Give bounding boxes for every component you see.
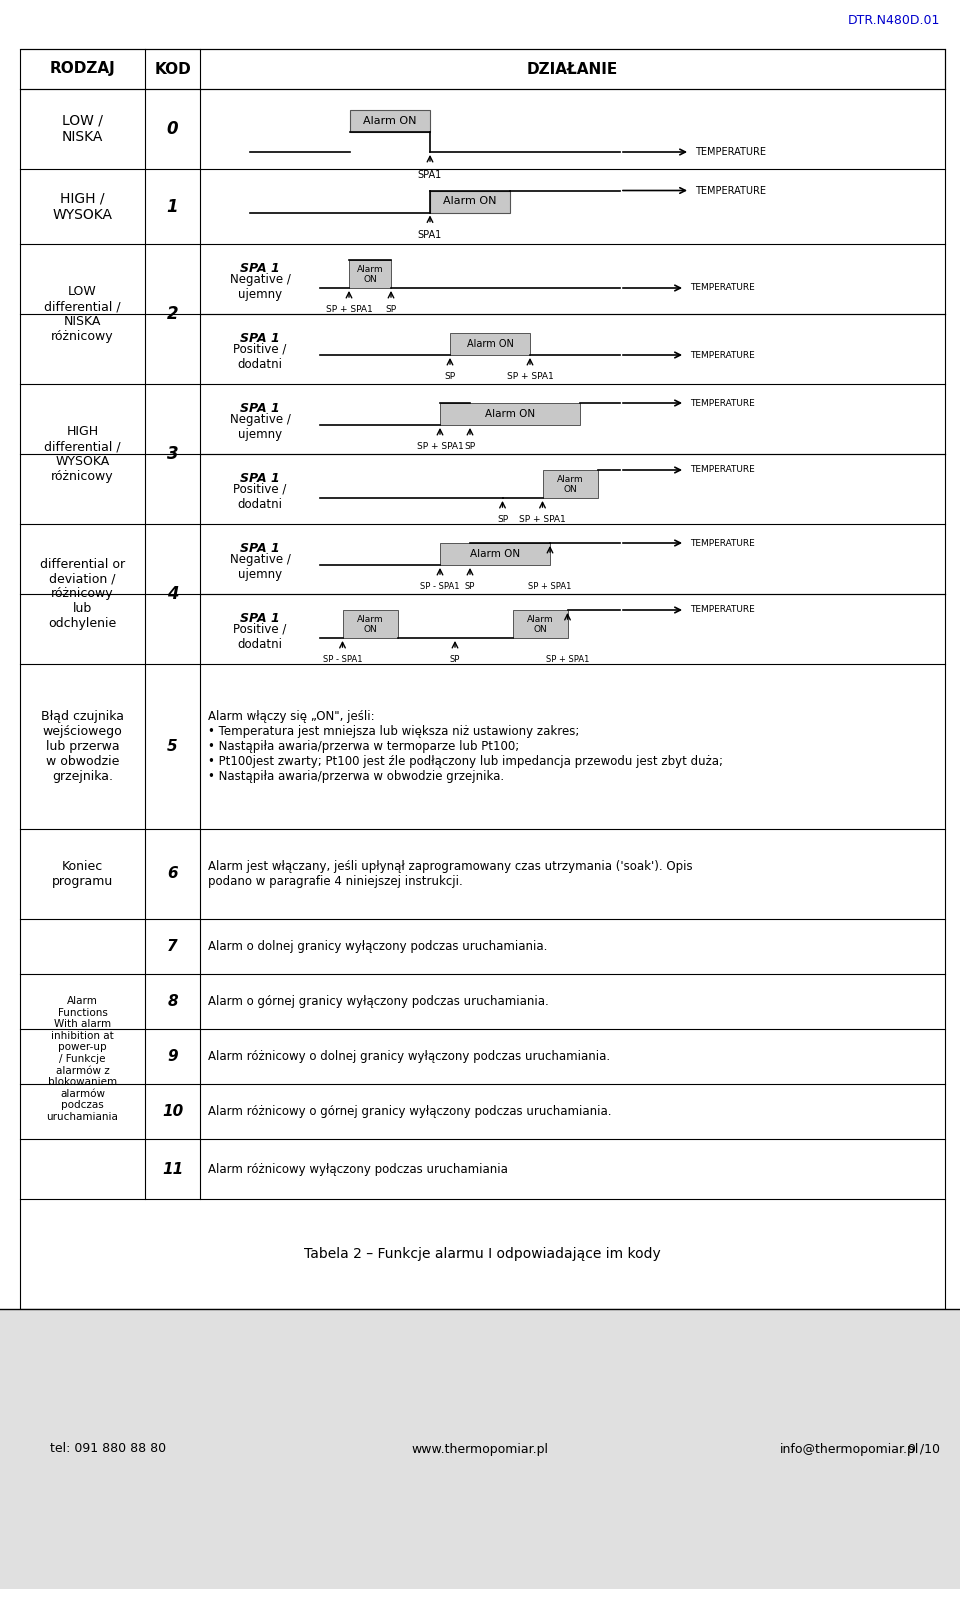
Text: SP - SPA1: SP - SPA1 [323,656,362,664]
Text: SP: SP [465,441,475,451]
Text: SP: SP [450,656,460,664]
Text: Alarm jest włączany, jeśli upłynął zaprogramowany czas utrzymania ('soak'). Opis: Alarm jest włączany, jeśli upłynął zapro… [208,860,692,887]
Text: SP - SPA1: SP - SPA1 [420,582,460,592]
Text: SP + SPA1: SP + SPA1 [546,656,589,664]
Text: Błąd czujnika
wejściowego
lub przerwa
w obwodzie
grzejnika.: Błąd czujnika wejściowego lub przerwa w … [41,710,124,784]
Text: TEMPERATURE: TEMPERATURE [695,147,766,157]
Text: SP + SPA1: SP + SPA1 [325,305,372,313]
Text: SPA 1: SPA 1 [240,612,280,625]
Bar [440,403,580,425]
Text: differential or
deviation /
różnicowy
lub
odchylenie: differential or deviation / różnicowy lu… [40,558,125,630]
Text: 11: 11 [162,1161,183,1177]
Text: Alarm różnicowy wyłączony podczas uruchamiania: Alarm różnicowy wyłączony podczas urucha… [208,1162,508,1175]
Text: SP + SPA1: SP + SPA1 [519,515,565,524]
Text: Alarm ON: Alarm ON [467,339,514,349]
Text: tel: 091 880 88 80: tel: 091 880 88 80 [50,1442,166,1455]
Text: 4: 4 [167,585,179,603]
Text: SPA 1: SPA 1 [240,333,280,345]
Text: Positive /
dodatni: Positive / dodatni [233,344,287,371]
Text: Alarm ON: Alarm ON [485,409,535,419]
Text: Alarm różnicowy o dolnej granicy wyłączony podczas uruchamiania.: Alarm różnicowy o dolnej granicy wyłączo… [208,1051,611,1063]
Text: Tabela 2 – Funkcje alarmu I odpowiadające im kody: Tabela 2 – Funkcje alarmu I odpowiadając… [304,1247,660,1262]
Text: SP + SPA1: SP + SPA1 [507,373,553,381]
Text: KOD: KOD [155,61,191,77]
Text: SP: SP [444,373,456,381]
Text: Positive /
dodatni: Positive / dodatni [233,624,287,651]
Bar [343,609,397,638]
Bar [440,544,550,564]
Text: 2: 2 [167,305,179,323]
Bar [0,1310,960,1589]
Text: www.thermopomiar.pl: www.thermopomiar.pl [412,1442,548,1455]
Text: SPA 1: SPA 1 [240,262,280,275]
Text: 1: 1 [167,198,179,216]
Text: HIGH
differential /
WYSOKA
różnicowy: HIGH differential / WYSOKA różnicowy [44,425,121,483]
Bar [450,333,530,355]
Text: TEMPERATURE: TEMPERATURE [690,539,755,547]
Text: Negative /
ujemny: Negative / ujemny [229,553,291,580]
Bar [350,110,430,133]
Text: 0: 0 [167,120,179,138]
Text: RODZAJ: RODZAJ [50,61,115,77]
Text: LOW
differential /
NISKA
różnicowy: LOW differential / NISKA różnicowy [44,285,121,344]
Text: ON: ON [533,625,547,633]
Text: SPA1: SPA1 [418,230,443,240]
Text: SP: SP [465,582,475,592]
Text: Alarm o dolnej granicy wyłączony podczas uruchamiania.: Alarm o dolnej granicy wyłączony podczas… [208,940,547,953]
Text: 9: 9 [167,1049,178,1063]
Text: 3: 3 [167,445,179,464]
Text: TEMPERATURE: TEMPERATURE [690,606,755,614]
Text: 7: 7 [167,939,178,955]
Text: TEMPERATURE: TEMPERATURE [695,185,766,195]
Text: 10: 10 [162,1103,183,1119]
Text: SP + SPA1: SP + SPA1 [417,441,464,451]
Text: TEMPERATURE: TEMPERATURE [690,398,755,408]
Bar [513,609,567,638]
Bar [20,50,945,1310]
Text: ON: ON [363,625,377,633]
Bar [542,470,597,497]
Text: Alarm ON: Alarm ON [470,548,520,560]
Text: TEMPERATURE: TEMPERATURE [690,350,755,360]
Bar [430,190,510,213]
Text: Negative /
ujemny: Negative / ujemny [229,273,291,301]
Text: HIGH /
WYSOKA: HIGH / WYSOKA [53,192,112,222]
Text: Positive /
dodatni: Positive / dodatni [233,483,287,512]
Text: 6: 6 [167,867,178,881]
Text: DTR.N480D.01: DTR.N480D.01 [848,14,940,27]
Text: Alarm ON: Alarm ON [363,117,417,126]
Text: Alarm różnicowy o górnej granicy wyłączony podczas uruchamiania.: Alarm różnicowy o górnej granicy wyłączo… [208,1105,612,1118]
Text: SP: SP [385,305,396,313]
Text: Koniec
programu: Koniec programu [52,860,113,887]
Text: 8: 8 [167,995,178,1009]
Text: 5: 5 [167,739,178,755]
Text: Alarm: Alarm [527,614,553,624]
Text: Negative /
ujemny: Negative / ujemny [229,413,291,441]
Text: LOW /
NISKA: LOW / NISKA [61,114,103,144]
Text: SP + SPA1: SP + SPA1 [528,582,572,592]
Text: DZIAŁANIE: DZIAŁANIE [527,61,618,77]
Text: SPA 1: SPA 1 [240,403,280,416]
Text: Alarm: Alarm [357,614,383,624]
Text: SPA 1: SPA 1 [240,542,280,555]
Text: Alarm włączy się „ON", jeśli:
• Temperatura jest mniejsza lub większa niż ustawi: Alarm włączy się „ON", jeśli: • Temperat… [208,710,723,784]
Text: ON: ON [564,484,577,494]
Text: SPA 1: SPA 1 [240,472,280,486]
Text: info@thermopomiar.pl: info@thermopomiar.pl [780,1442,920,1455]
Bar [349,261,391,288]
Text: TEMPERATURE: TEMPERATURE [690,465,755,475]
Text: Alarm: Alarm [557,475,584,483]
Text: Alarm
Functions
With alarm
inhibition at
power-up
/ Funkcje
alarmów z
blokowanie: Alarm Functions With alarm inhibition at… [47,996,118,1122]
Text: SP: SP [497,515,508,524]
Text: 9 /10: 9 /10 [908,1442,940,1455]
Text: Alarm ON: Alarm ON [444,197,496,206]
Text: Alarm o górnej granicy wyłączony podczas uruchamiania.: Alarm o górnej granicy wyłączony podczas… [208,995,549,1007]
Text: TEMPERATURE: TEMPERATURE [690,283,755,293]
Text: ON: ON [363,275,377,283]
Text: SPA1: SPA1 [418,169,443,181]
Text: Alarm: Alarm [357,265,383,275]
